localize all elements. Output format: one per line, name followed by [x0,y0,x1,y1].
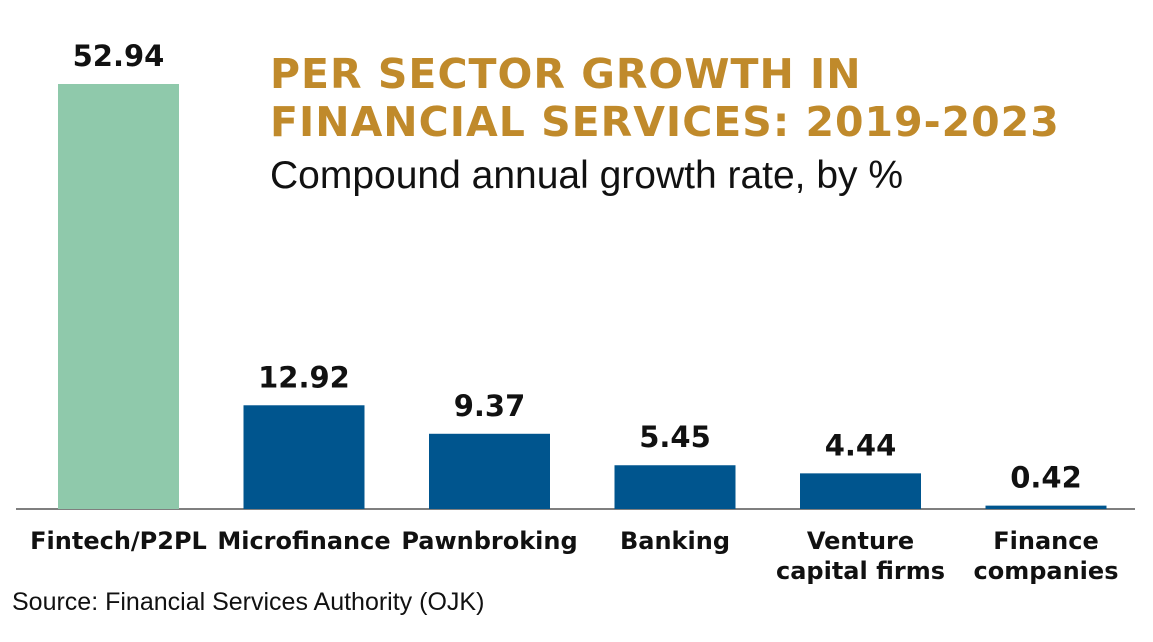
value-label-2: 9.37 [454,389,526,423]
value-label-1: 12.92 [258,360,350,394]
value-label-4: 4.44 [825,428,897,462]
value-labels-group: 52.94 12.92 9.37 5.45 4.44 0.42 [73,39,1082,495]
category-label-4: Venture capital firms [776,527,945,585]
category-label-5: Finance companies [974,527,1119,585]
category-label-1: Microfinance [217,527,390,555]
category-label-3: Banking [620,527,730,555]
category-label-2: Pawnbroking [401,527,577,555]
value-label-5: 0.42 [1010,461,1082,495]
category-label-0: Fintech/P2PL [30,527,207,555]
bars-group [58,84,1107,509]
source-note: Source: Financial Services Authority (OJ… [12,588,485,616]
bar-2 [429,433,550,509]
value-label-0: 52.94 [73,39,165,73]
bar-4 [800,473,921,509]
chart-title: PER SECTOR GROWTH IN FINANCIAL SERVICES:… [270,50,1060,146]
bar-1 [243,405,365,509]
bar-5 [985,505,1107,509]
bar-0 [58,84,179,509]
category-labels-group: Fintech/P2PL Microfinance Pawnbroking Banki… [30,527,1118,585]
chart-subtitle: Compound annual growth rate, by % [270,154,904,197]
bar-3 [614,465,736,509]
value-label-3: 5.45 [639,420,711,454]
